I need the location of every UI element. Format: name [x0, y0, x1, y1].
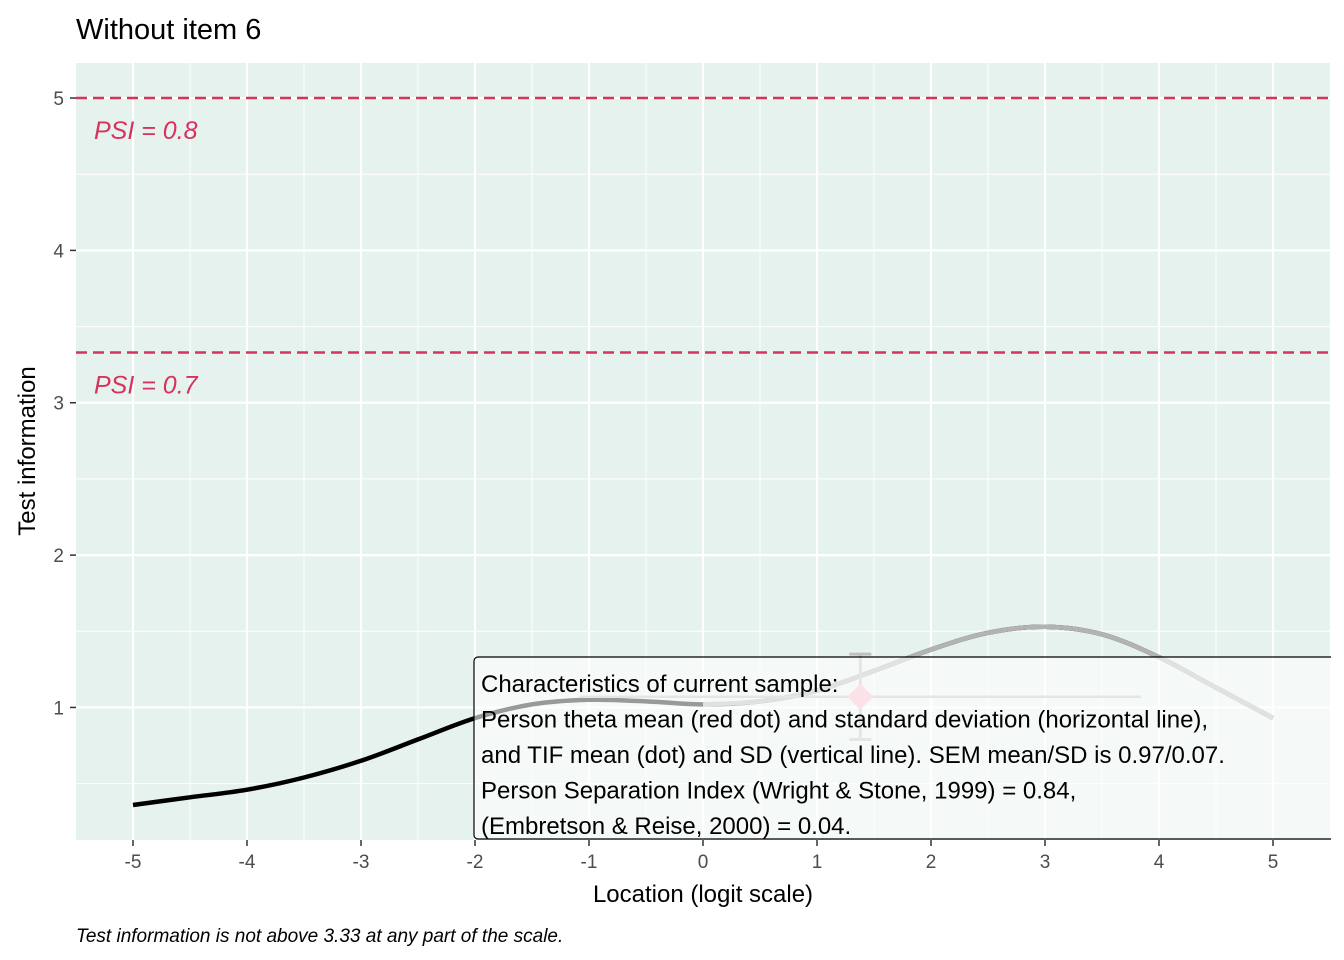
x-tick-label: 1: [812, 852, 823, 873]
reference-lines: PSI = 0.8 PSI = 0.7: [76, 96, 1330, 399]
y-tick-label: 5: [53, 89, 64, 110]
annotation-frame: [473, 656, 1331, 840]
psi-label: PSI = 0.7: [94, 371, 199, 399]
annotation-line: and TIF mean (dot) and SD (vertical line…: [481, 742, 1225, 769]
x-tick-label: -2: [467, 852, 484, 873]
annotation-line: Characteristics of current sample:: [481, 671, 838, 698]
x-tick-label: -4: [239, 852, 256, 873]
x-tick-label: 0: [698, 852, 709, 873]
annotation-line: Person Separation Index (Wright & Stone,…: [481, 778, 1076, 805]
psi-label: PSI = 0.8: [94, 117, 198, 145]
y-axis: 1 2 3 4 5: [53, 89, 76, 719]
x-tick-label: 2: [926, 852, 937, 873]
y-tick-label: 2: [53, 546, 64, 567]
caption: Test information is not above 3.33 at an…: [76, 926, 563, 947]
y-axis-title: Test information: [14, 366, 41, 535]
y-tick-label: 1: [53, 698, 64, 719]
x-axis-title: Location (logit scale): [593, 881, 813, 908]
x-tick-label: -5: [125, 852, 142, 873]
annotation-line: (Embretson & Reise, 2000) = 0.04.: [481, 813, 851, 840]
y-tick-label: 3: [53, 394, 64, 415]
x-axis: -5 -4 -3 -2 -1 0 1 2 3 4 5: [125, 840, 1279, 873]
x-tick-label: -1: [581, 852, 598, 873]
x-tick-label: 3: [1040, 852, 1051, 873]
y-tick-label: 4: [53, 241, 64, 262]
chart-title: Without item 6: [76, 14, 261, 46]
annotation-box: Characteristics of current sample: Person…: [473, 656, 1331, 840]
annotation-line: Person theta mean (red dot) and standard…: [481, 707, 1208, 734]
x-tick-label: 5: [1268, 852, 1279, 873]
x-tick-label: 4: [1154, 852, 1165, 873]
x-tick-label: -3: [353, 852, 370, 873]
